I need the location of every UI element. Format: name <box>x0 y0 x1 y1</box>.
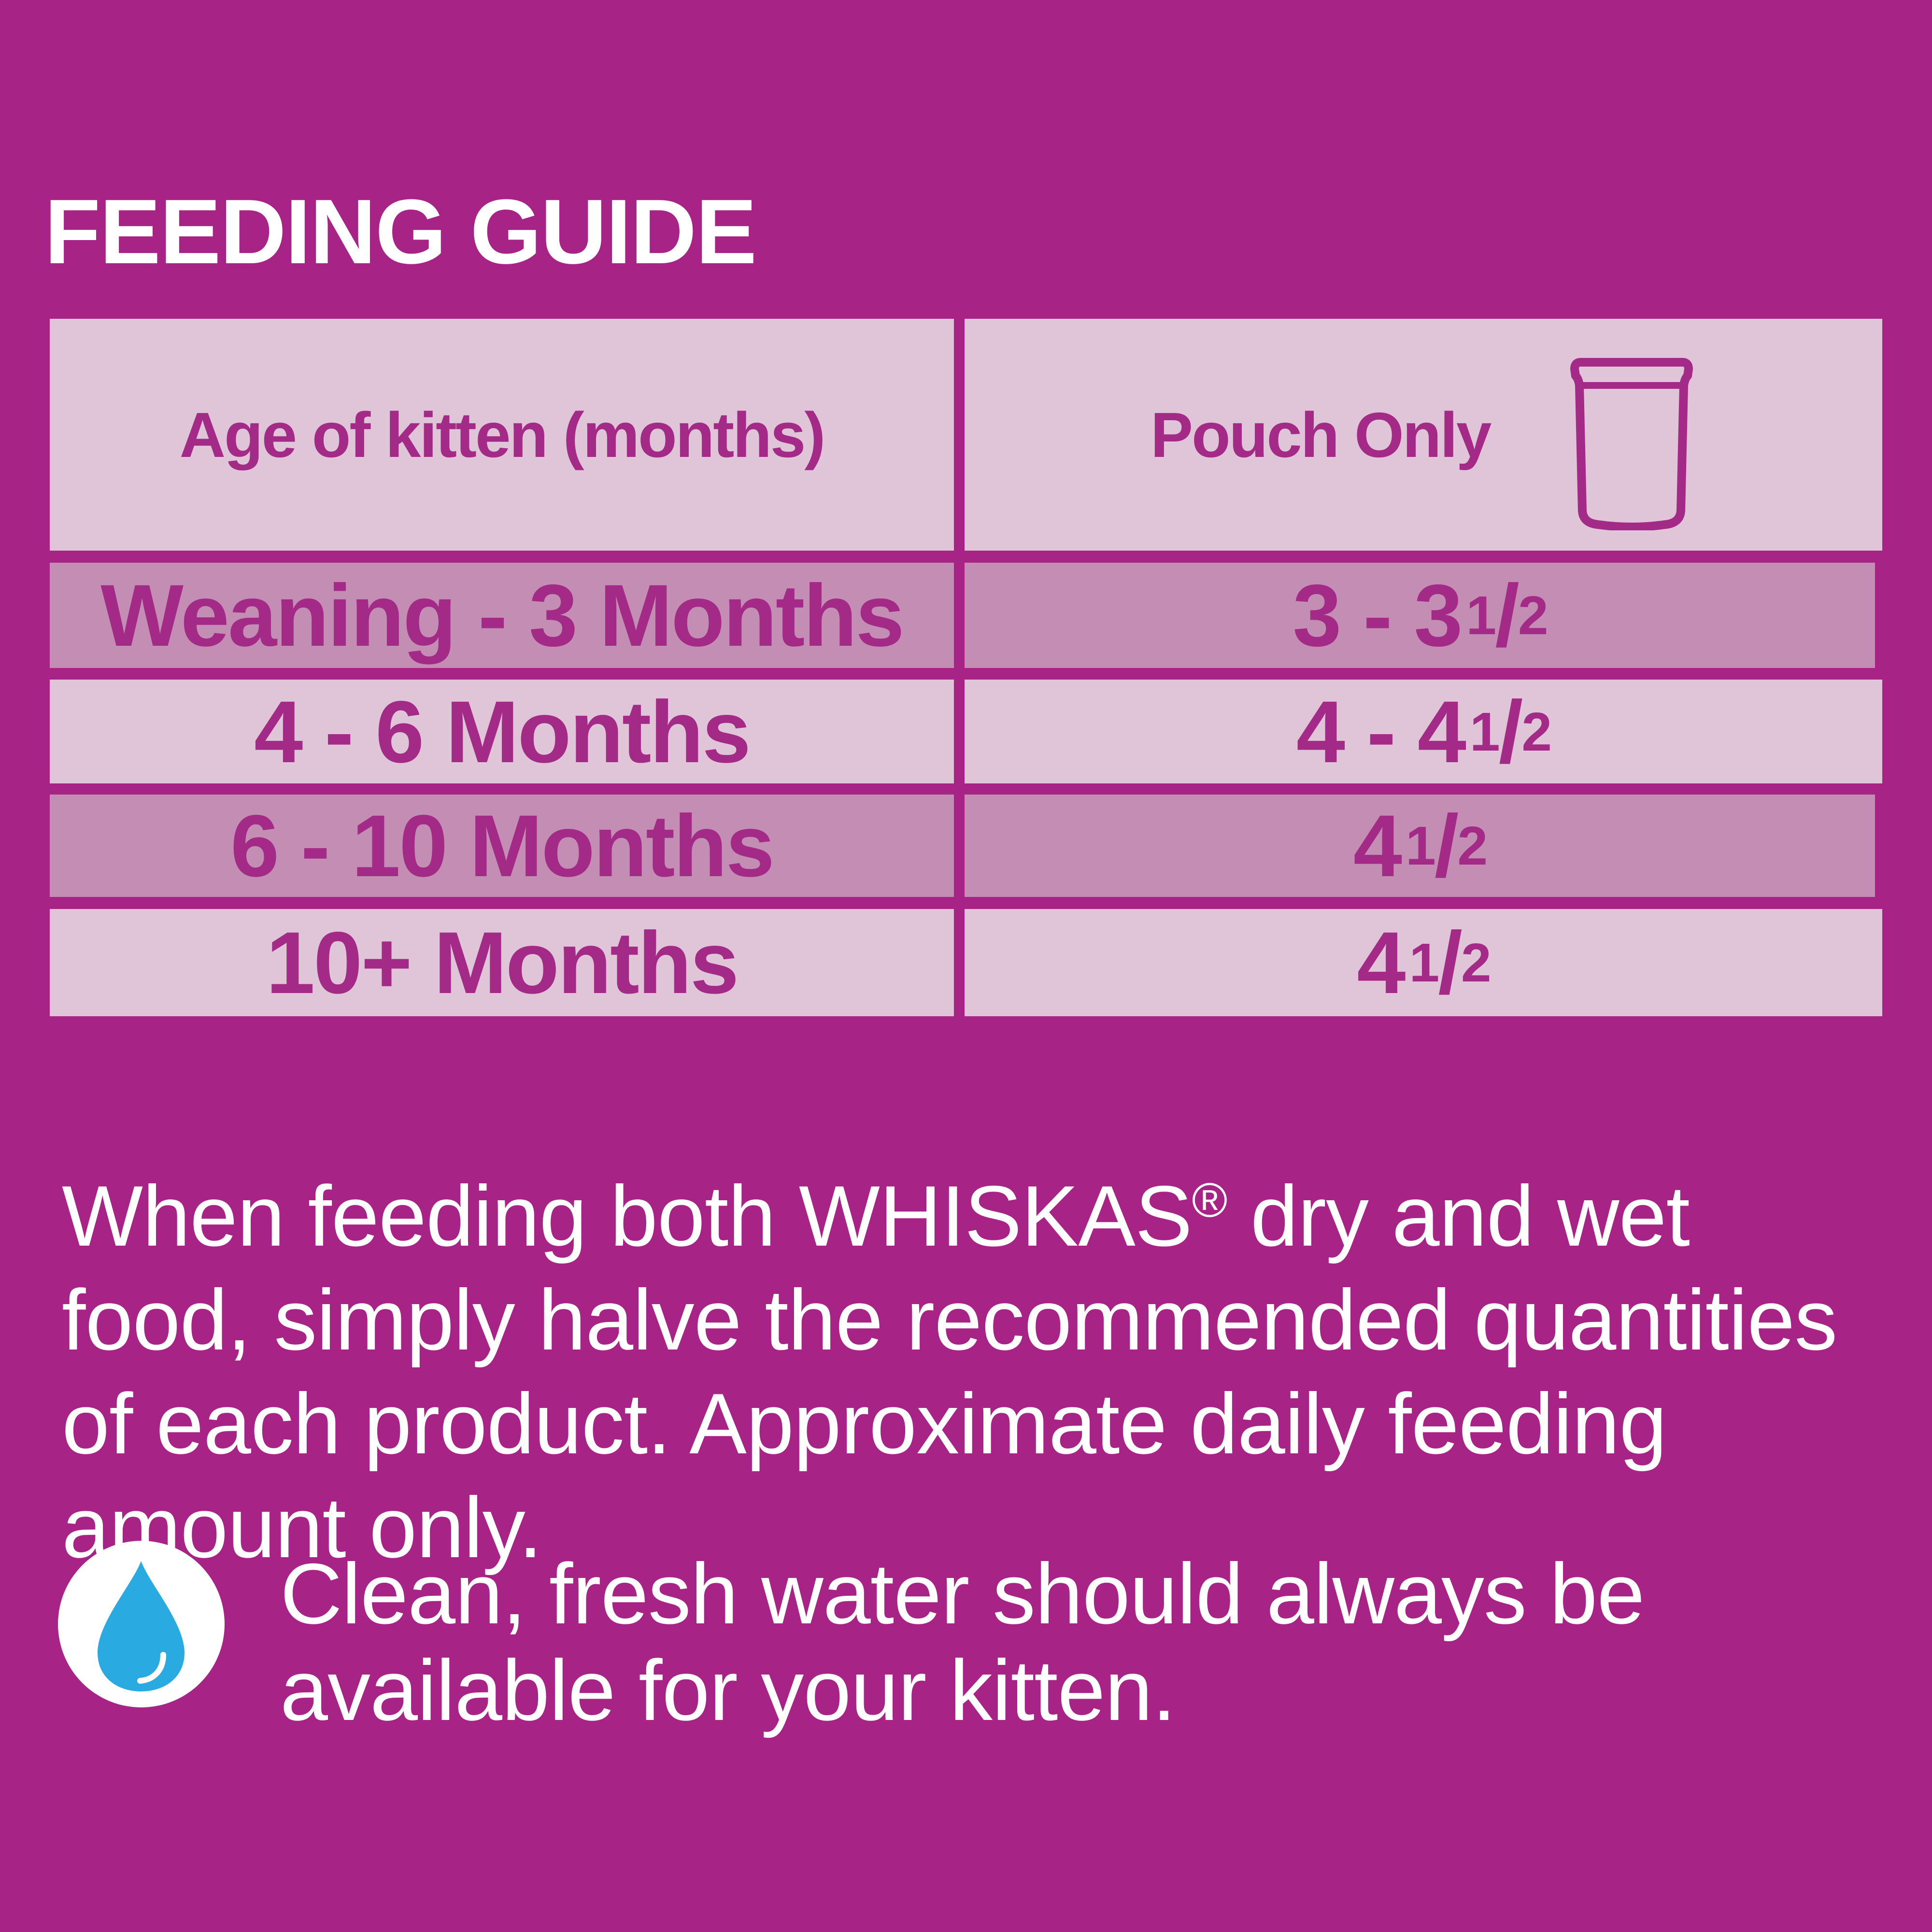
table-row-age: Weaning - 3 Months <box>50 563 954 668</box>
registered-mark: ® <box>1192 1173 1228 1227</box>
pouch-icon <box>1569 356 1694 533</box>
amount-denominator: 2 <box>1457 815 1488 876</box>
table-row-amount: 4 1/2 <box>965 909 1882 1016</box>
amount-whole: 4 <box>1357 913 1406 1012</box>
row-age-text: 4 - 6 Months <box>254 682 751 781</box>
table-row-amount: 4 1/2 <box>965 795 1875 897</box>
table-row-age: 10+ Months <box>50 909 954 1016</box>
amount-denominator: 2 <box>1461 932 1492 993</box>
amount-numerator: 1 <box>1470 701 1500 762</box>
amount-numerator: 1 <box>1466 585 1497 646</box>
amount-denominator: 2 <box>1521 701 1552 762</box>
feeding-note-end: dry and wet food, simply halve the recom… <box>62 1168 1837 1576</box>
header-age-label: Age of kitten (months) <box>179 399 826 470</box>
table-row-age: 6 - 10 Months <box>50 795 954 897</box>
row-age-text: 6 - 10 Months <box>230 796 775 895</box>
table-row-age: 4 - 6 Months <box>50 680 954 783</box>
header-pouch: Pouch Only <box>965 319 1882 551</box>
amount-numerator: 1 <box>1406 815 1436 876</box>
feeding-note: When feeding both WHISKAS® dry and wet f… <box>62 1164 1897 1579</box>
header-pouch-label: Pouch Only <box>1151 399 1492 470</box>
page-title: FEEDING GUIDE <box>44 181 757 283</box>
feeding-note-start: When feeding both WHISKAS <box>62 1168 1193 1264</box>
water-note: Clean, fresh water should always be avai… <box>280 1546 1645 1738</box>
row-age-text: Weaning - 3 Months <box>100 566 904 665</box>
table-row-amount: 4 - 4 1/2 <box>965 680 1882 783</box>
amount-numerator: 1 <box>1409 932 1440 993</box>
amount-denominator: 2 <box>1518 585 1548 646</box>
amount-whole: 4 <box>1353 796 1402 895</box>
header-age: Age of kitten (months) <box>50 319 954 551</box>
row-age-text: 10+ Months <box>266 913 739 1012</box>
amount-whole: 4 - 4 <box>1296 682 1466 781</box>
amount-whole: 3 - 3 <box>1293 566 1463 665</box>
water-drop-icon <box>58 1541 225 1707</box>
table-row-amount: 3 - 3 1/2 <box>965 563 1875 668</box>
